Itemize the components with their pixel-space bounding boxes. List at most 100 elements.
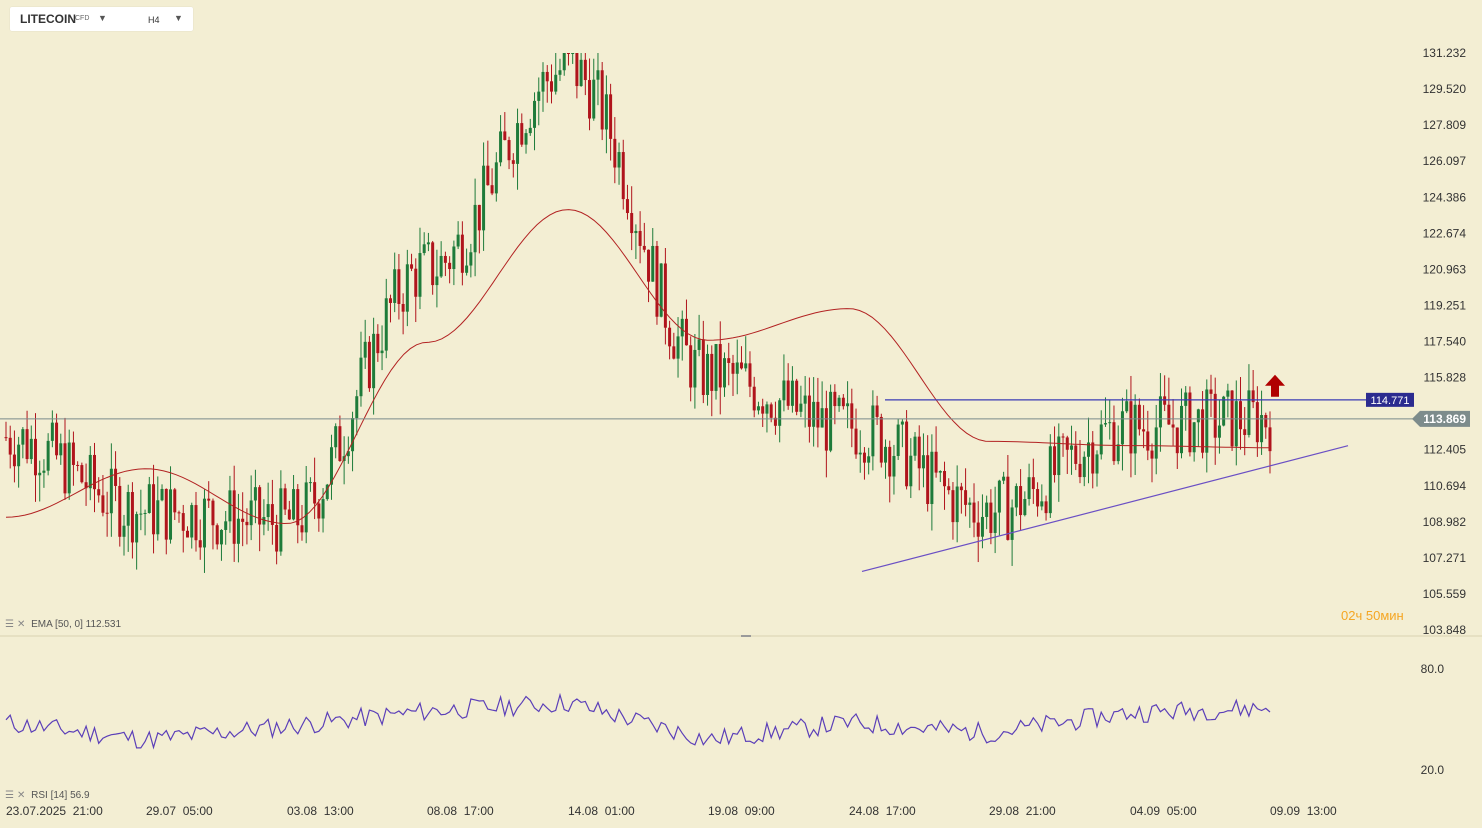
candle-bearish — [609, 94, 613, 139]
candle-bearish — [114, 468, 118, 486]
candle-bearish — [1146, 431, 1150, 451]
candle-bearish — [177, 512, 181, 514]
timeframe-label[interactable]: H4 — [148, 15, 160, 25]
candle-bullish — [469, 252, 473, 266]
chevron-down-icon[interactable]: ▼ — [174, 13, 183, 23]
candle-bullish — [604, 94, 608, 130]
candle-bearish — [1239, 401, 1243, 430]
candle-bullish — [1116, 444, 1120, 462]
candle-bullish — [228, 490, 232, 522]
candle-bearish — [718, 344, 722, 388]
candle-bullish — [596, 70, 600, 80]
candle-bearish — [947, 486, 951, 491]
candle-bearish — [976, 522, 980, 537]
candle-bearish — [575, 53, 579, 87]
candle-bearish — [258, 487, 262, 525]
candle-bullish — [456, 234, 460, 247]
candle-bearish — [410, 264, 414, 269]
symbol-badge: CFD — [75, 15, 90, 22]
candle-bullish — [143, 512, 147, 514]
chevron-down-icon[interactable]: ▼ — [98, 13, 107, 23]
candle-bearish — [1175, 427, 1179, 454]
candle-bullish — [803, 395, 807, 404]
candle-bearish — [1044, 501, 1048, 514]
candle-bullish — [846, 403, 850, 407]
candle-bearish — [507, 140, 511, 161]
candle-bearish — [549, 81, 553, 92]
candle-bullish — [541, 71, 545, 92]
candle-bearish — [621, 152, 625, 200]
candle-bearish — [545, 71, 549, 82]
candle-bearish — [761, 406, 765, 414]
candle-bullish — [634, 230, 638, 234]
candle-bullish — [579, 59, 583, 87]
ema-value: 112.531 — [85, 619, 122, 630]
candle-bullish — [59, 443, 63, 456]
candle-bearish — [795, 380, 799, 412]
candle-bearish — [943, 470, 947, 487]
candle-bullish — [799, 403, 803, 412]
candle-bearish — [613, 138, 617, 168]
price-axis-tick-label: 122.674 — [1423, 226, 1467, 240]
candle-bullish — [473, 204, 477, 253]
candle-bearish — [185, 530, 189, 538]
candle-bearish — [1201, 409, 1205, 453]
candle-bullish — [1002, 476, 1006, 481]
time-axis-tick-label: 14.08 01:00 — [568, 804, 635, 818]
candle-bullish — [292, 489, 296, 520]
candle-bearish — [663, 263, 667, 328]
candle-bearish — [1078, 463, 1082, 478]
candle-bullish — [651, 245, 655, 282]
time-axis-tick-label: 19.08 09:00 — [708, 804, 775, 818]
candle-bearish — [1264, 415, 1268, 428]
price-axis-tick-label: 129.520 — [1423, 82, 1467, 96]
price-axis-tick-label: 119.251 — [1424, 298, 1467, 312]
candle-bearish — [773, 417, 777, 426]
candle-bullish — [422, 244, 426, 254]
candle-bearish — [283, 488, 287, 510]
ema-params: [50, 0] — [55, 619, 83, 630]
rsi-name: RSI — [31, 790, 48, 801]
candle-bullish — [1180, 405, 1184, 454]
candle-bearish — [12, 454, 16, 467]
candle-bearish — [959, 486, 963, 491]
symbol-selector[interactable]: LITECOIN CFD ▼ H4 ▼ — [10, 7, 193, 31]
candle-bearish — [1209, 389, 1213, 394]
candle-bullish — [714, 344, 718, 391]
close-icon[interactable]: ✕ — [16, 790, 26, 801]
countdown-hours-unit: ч — [1355, 608, 1363, 623]
candle-bearish — [1137, 404, 1141, 430]
candle-bullish — [680, 318, 684, 337]
candle-bearish — [701, 339, 705, 395]
candle-bearish — [414, 268, 418, 297]
candle-bullish — [1120, 411, 1124, 445]
candle-bearish — [1129, 401, 1133, 454]
candle-bearish — [879, 416, 883, 463]
candle-bearish — [296, 489, 300, 526]
candle-bearish — [181, 513, 185, 531]
candle-bearish — [338, 426, 342, 461]
candle-bullish — [1014, 486, 1018, 508]
menu-icon[interactable]: ☰ — [5, 790, 14, 801]
support-trendline[interactable] — [861, 445, 1349, 573]
candle-bullish — [533, 100, 537, 128]
candle-bullish — [435, 276, 439, 286]
rsi-axis-tick-label: 80.0 — [1421, 662, 1445, 676]
candle-bearish — [1251, 390, 1255, 403]
candle-bearish — [215, 525, 219, 545]
candle-bullish — [706, 353, 710, 395]
candle-bearish — [80, 465, 84, 483]
close-icon[interactable]: ✕ — [16, 619, 26, 630]
candle-bearish — [1019, 486, 1023, 516]
candle-bearish — [583, 59, 587, 81]
menu-icon[interactable]: ☰ — [5, 619, 14, 630]
candle-bullish — [617, 152, 621, 168]
candle-bearish — [1163, 396, 1167, 405]
candle-bearish — [101, 495, 105, 513]
candle-bullish — [304, 482, 308, 533]
candle-bullish — [266, 504, 270, 518]
candle-bearish — [731, 362, 735, 374]
candle-bullish — [900, 421, 904, 425]
candle-bullish — [169, 489, 173, 540]
